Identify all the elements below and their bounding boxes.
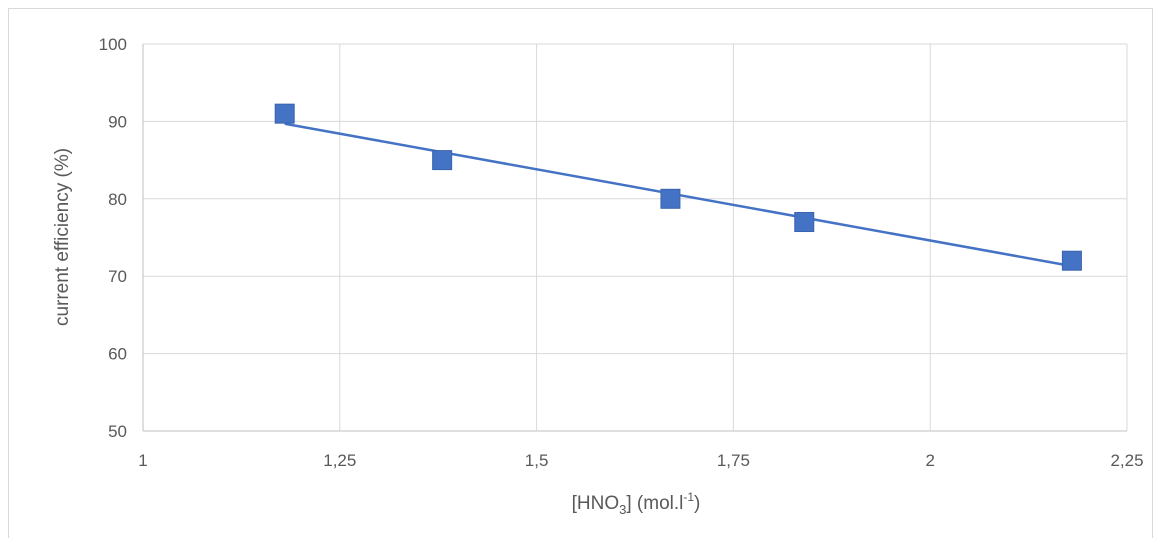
x-axis-title-main: [HNO	[572, 493, 620, 514]
x-axis-title-subscript: 3	[619, 502, 626, 517]
x-axis-title-middle: ] (mol.l	[626, 493, 683, 514]
x-tick-label: 1,5	[525, 451, 549, 470]
data-points	[274, 103, 1082, 271]
x-tick-label: 1,75	[717, 451, 750, 470]
data-point-marker	[432, 150, 453, 171]
x-axis-title: [HNO3] (mol.l-1)	[572, 490, 701, 517]
y-axis-title: current efficiency (%)	[52, 148, 73, 326]
tick-labels: 50 60 70 80 90 100 1 1,25 1,5 1,75 2 2,25	[99, 35, 1144, 470]
grid-layer	[142, 43, 1128, 432]
y-tick-label: 80	[108, 190, 127, 209]
y-tick-label: 60	[108, 345, 127, 364]
data-point-marker	[1061, 250, 1082, 271]
data-point-marker	[274, 103, 295, 124]
y-tick-label: 90	[108, 112, 127, 131]
chart-frame	[8, 8, 1153, 538]
x-tick-label: 2,25	[1110, 451, 1143, 470]
x-tick-label: 2	[925, 451, 934, 470]
data-point-marker	[794, 212, 815, 233]
x-tick-label: 1,25	[323, 451, 356, 470]
y-tick-label: 70	[108, 267, 127, 286]
data-point-marker	[660, 188, 681, 209]
x-axis-title-end: )	[694, 493, 700, 514]
y-tick-label: 100	[99, 35, 127, 54]
x-tick-label: 1	[138, 451, 147, 470]
y-tick-label: 50	[108, 422, 127, 441]
x-axis-title-superscript: -1	[683, 490, 694, 504]
